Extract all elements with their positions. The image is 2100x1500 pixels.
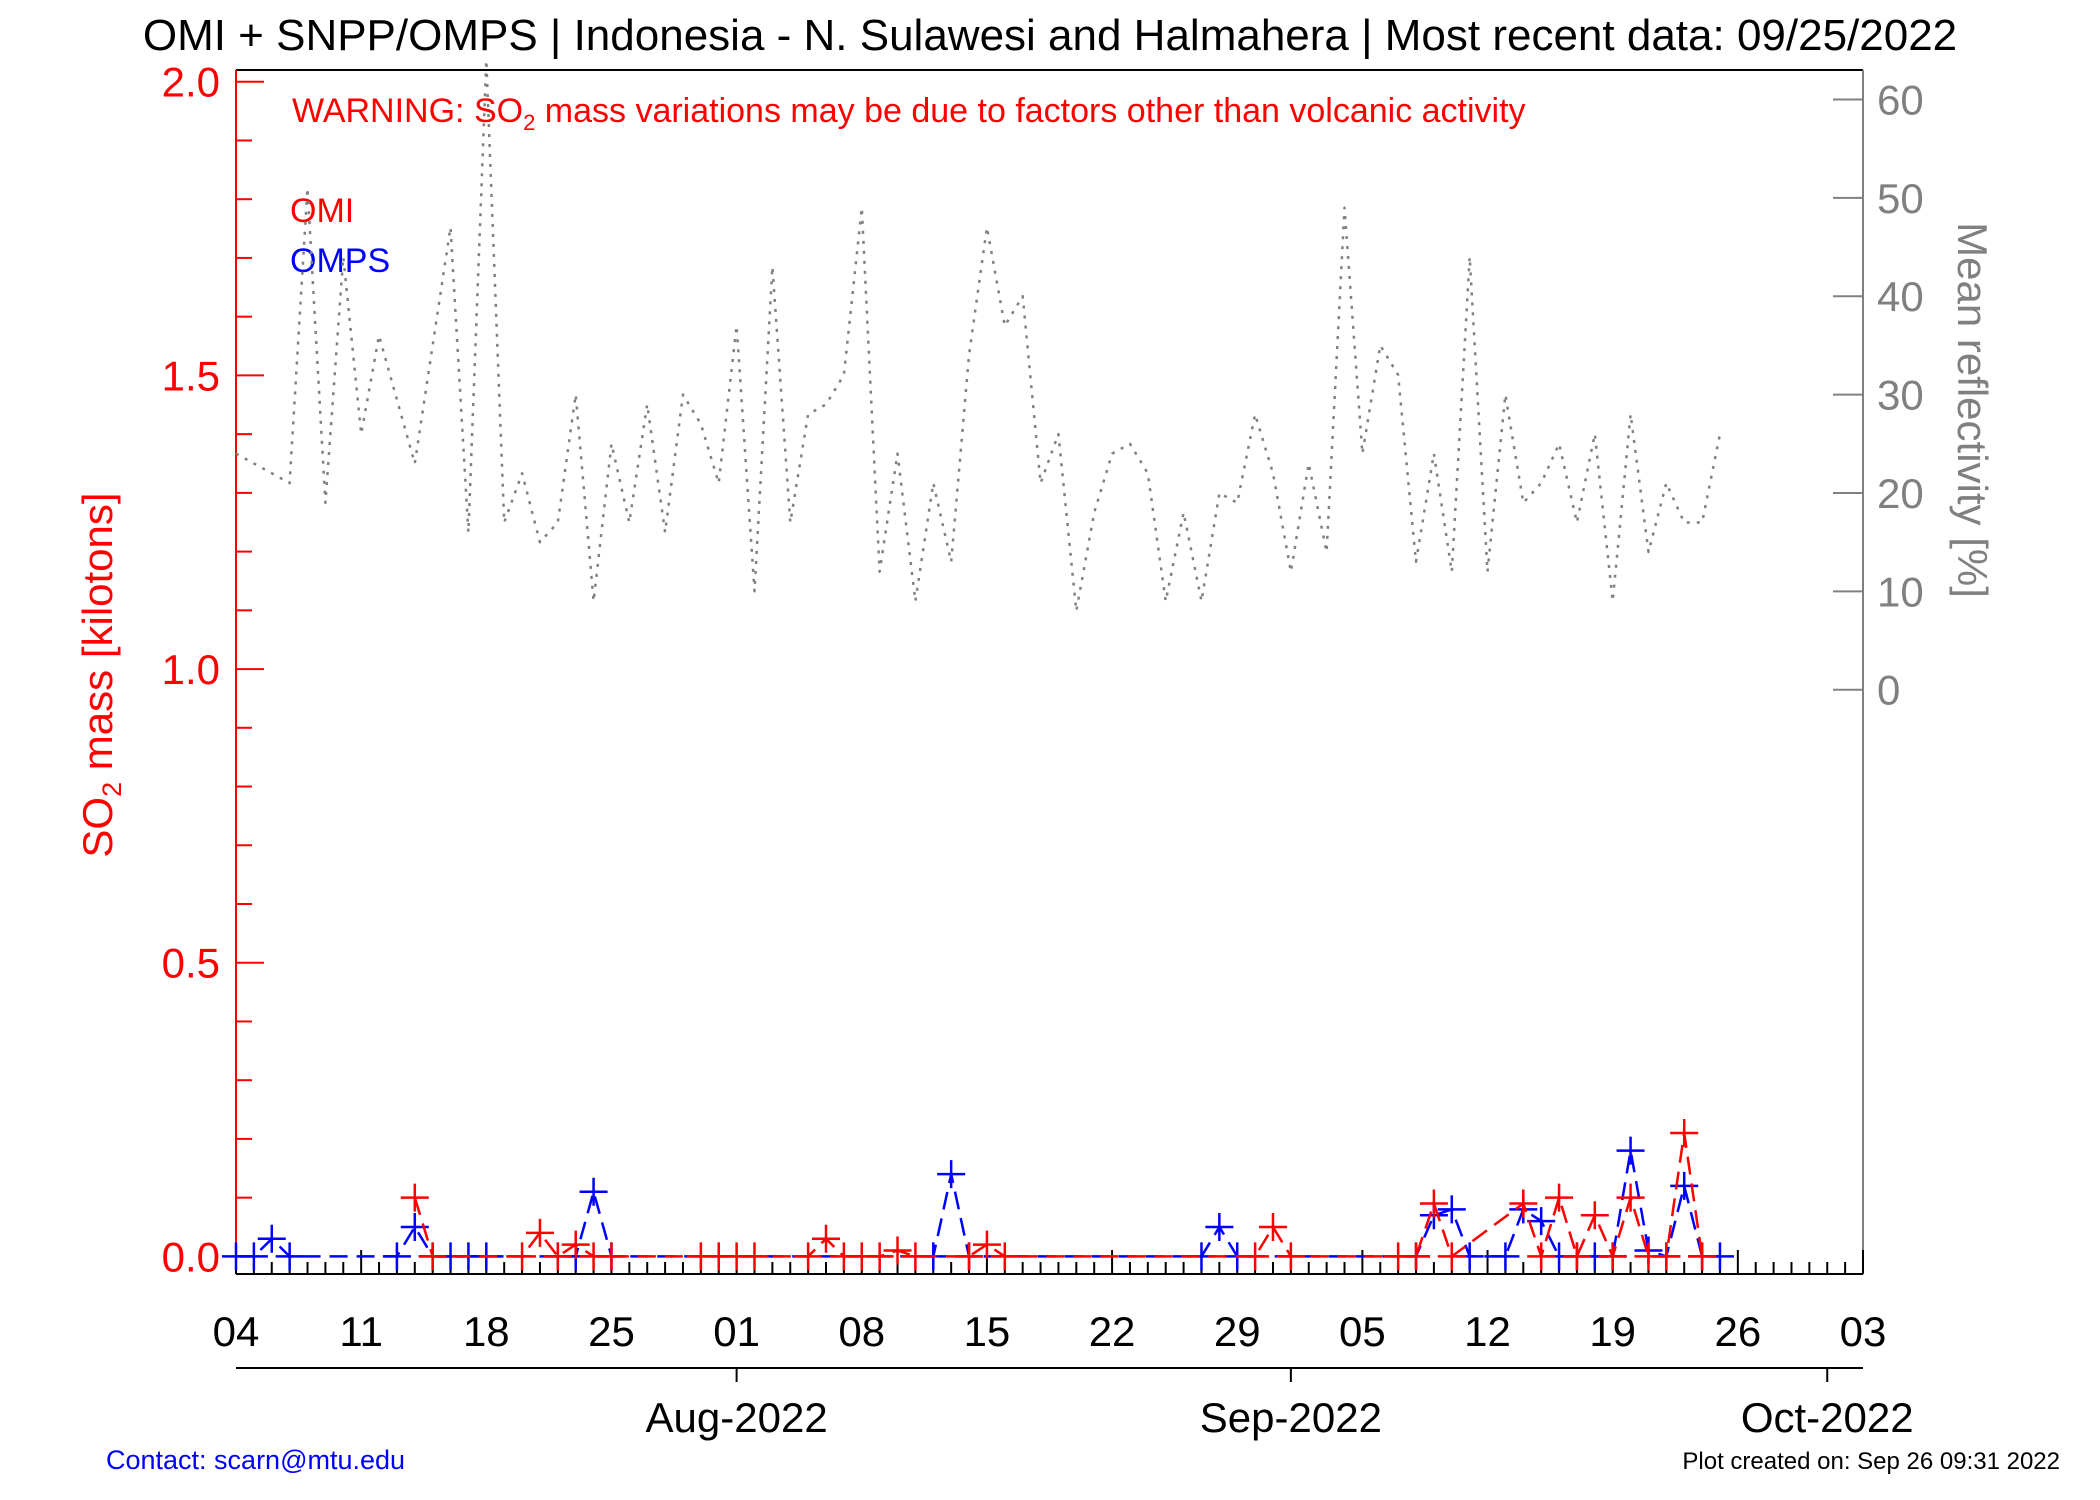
data-point-marker <box>883 1236 912 1265</box>
x-tick-label: 19 <box>1589 1308 1636 1355</box>
x-tick-label: 03 <box>1840 1308 1887 1355</box>
x-tick-label: 08 <box>838 1308 885 1355</box>
data-point-marker <box>1276 1242 1305 1271</box>
warning-subscript: 2 <box>523 110 535 135</box>
left-axis-label-prefix: SO <box>74 797 121 858</box>
right-tick-label: 40 <box>1877 273 1924 320</box>
data-point-marker <box>1688 1242 1717 1271</box>
right-tick-label: 20 <box>1877 470 1924 517</box>
data-point-marker <box>1402 1242 1431 1271</box>
data-point-marker <box>1580 1201 1609 1230</box>
data-point-marker <box>525 1218 554 1247</box>
left-tick-label: 0.5 <box>162 940 220 987</box>
x-tick-label: 12 <box>1464 1308 1511 1355</box>
data-point-marker <box>1670 1171 1699 1200</box>
left-axis-label-subscript: 2 <box>97 782 127 797</box>
data-point-marker <box>1437 1195 1466 1224</box>
data-point-marker <box>1527 1207 1556 1236</box>
data-point-marker <box>990 1242 1019 1271</box>
data-point-marker <box>239 1242 268 1271</box>
data-point-marker <box>972 1230 1001 1259</box>
data-point-marker <box>1258 1213 1287 1242</box>
data-point-marker <box>257 1224 286 1253</box>
left-tick-label: 2.0 <box>162 59 220 106</box>
data-point-marker <box>937 1160 966 1189</box>
right-tick-label: 60 <box>1877 77 1924 124</box>
series-line <box>235 58 1722 613</box>
data-point-marker <box>865 1242 894 1271</box>
x-tick-label: 01 <box>713 1308 760 1355</box>
data-point-marker <box>543 1242 572 1271</box>
created-text: Plot created on: Sep 26 09:31 2022 <box>1682 1448 2060 1475</box>
data-point-marker <box>1562 1242 1591 1271</box>
plot-frame <box>236 69 1863 1275</box>
month-label: Sep-2022 <box>1200 1394 1382 1441</box>
right-tick-label: 0 <box>1877 667 1900 714</box>
data-point-marker <box>1437 1242 1466 1271</box>
data-point-marker <box>1616 1183 1645 1212</box>
contact-text: Contact: scarn@mtu.edu <box>106 1445 405 1475</box>
month-label: Oct-2022 <box>1741 1394 1914 1441</box>
data-point-marker <box>400 1183 429 1212</box>
data-point-marker <box>812 1224 841 1253</box>
series-reflectivity <box>235 58 1722 613</box>
x-tick-label: 18 <box>463 1308 510 1355</box>
series-line <box>413 1131 1704 1258</box>
left-axis-label-suffix: mass [kilotons] <box>74 492 121 781</box>
data-point-marker <box>901 1242 930 1271</box>
data-point-marker <box>1527 1242 1556 1271</box>
x-tick-label: 26 <box>1714 1308 1761 1355</box>
left-tick-label: 1.0 <box>162 646 220 693</box>
left-axis-label: SO2 mass [kilotons] <box>74 492 127 857</box>
data-point-marker <box>1509 1189 1538 1218</box>
data-point-marker <box>382 1242 411 1271</box>
data-point-marker <box>1545 1183 1574 1212</box>
x-tick-label: 25 <box>588 1308 635 1355</box>
series-omi <box>400 1119 1717 1271</box>
x-tick-label: 22 <box>1089 1308 1136 1355</box>
data-point-marker <box>1652 1242 1681 1271</box>
legend-omps: OMPS <box>290 242 390 280</box>
data-point-marker <box>508 1242 537 1271</box>
data-point-marker <box>561 1230 590 1259</box>
data-point-marker <box>794 1242 823 1271</box>
data-point-marker <box>1241 1242 1270 1271</box>
series-line <box>236 1149 1720 1258</box>
right-axis: 0 10 20 30 40 50 60 <box>1833 70 1924 1274</box>
warning-suffix: mass variations may be due to factors ot… <box>535 92 1525 130</box>
left-axis: 0.0 0.5 1.0 1.5 2.0 <box>162 59 264 1280</box>
x-tick-label: 04 <box>213 1308 260 1355</box>
page-title: OMI + SNPP/OMPS | Indonesia - N. Sulawes… <box>143 11 1957 60</box>
data-point-marker <box>597 1242 626 1271</box>
x-tick-label: 11 <box>339 1308 383 1355</box>
right-axis-label: Mean reflectivity [%] <box>1949 222 1996 598</box>
data-point-marker <box>740 1242 769 1271</box>
warning-text: WARNING: SO2 mass variations may be due … <box>292 92 1526 135</box>
data-point-marker <box>275 1242 304 1271</box>
x-tick-label: 15 <box>964 1308 1011 1355</box>
right-tick-label: 10 <box>1877 568 1924 615</box>
right-tick-label: 50 <box>1877 175 1924 222</box>
x-tick-label: 05 <box>1339 1308 1386 1355</box>
left-tick-label: 1.5 <box>162 352 220 399</box>
data-point-marker <box>1598 1242 1627 1271</box>
left-tick-label: 0.0 <box>162 1233 220 1280</box>
data-point-marker <box>418 1242 447 1271</box>
data-point-marker <box>1670 1119 1699 1148</box>
x-tick-label: 29 <box>1214 1308 1261 1355</box>
data-point-marker <box>1491 1242 1520 1271</box>
legend-omi: OMI <box>290 192 354 230</box>
data-point-marker <box>1616 1136 1645 1165</box>
month-label: Aug-2022 <box>646 1394 828 1441</box>
data-point-marker <box>1419 1189 1448 1218</box>
data-point-marker <box>955 1242 984 1271</box>
right-tick-label: 30 <box>1877 372 1924 419</box>
data-point-marker <box>1205 1213 1234 1242</box>
x-axis: 04 11 18 25 01 08 15 22 29 05 12 19 26 03 Aug-2022 Sep-… <box>213 1250 1914 1441</box>
data-point-marker <box>579 1177 608 1206</box>
